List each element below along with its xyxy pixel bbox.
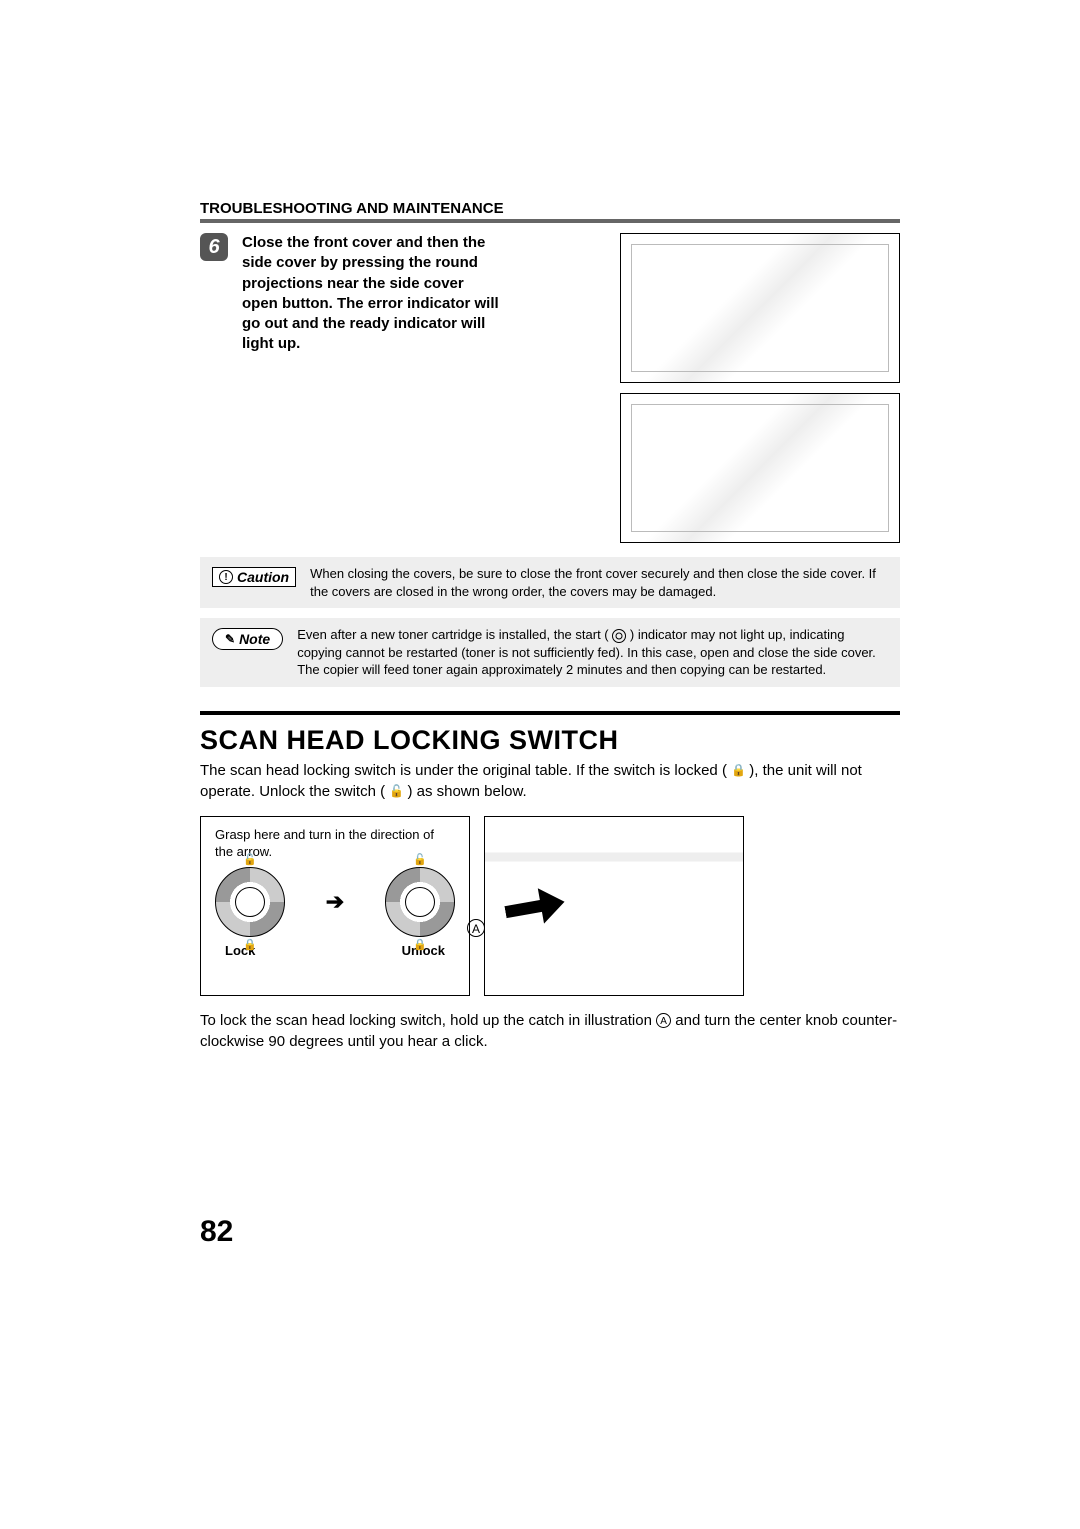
note-callout: ✎ Note Even after a new toner cartridge … [200, 618, 900, 687]
note-body: Even after a new toner cartridge is inst… [297, 626, 888, 679]
knob-lock-wrap: 🔓 🔒 [215, 867, 285, 937]
step-number-badge: 6 [200, 233, 228, 261]
section-intro: The scan head locking switch is under th… [200, 760, 900, 802]
switch-hint-text: Grasp here and turn in the direction of … [215, 827, 455, 861]
note-label-wrap: ✎ Note [212, 626, 283, 679]
switch-labels-row: Lock Unlock [215, 943, 455, 958]
switch-diagram: 🔓 🔒 ➔ 🔓 🔒 A [215, 867, 455, 937]
footer-instruction: To lock the scan head locking switch, ho… [200, 1010, 900, 1052]
knob-unlock-wrap: 🔓 🔒 A [385, 867, 455, 937]
caution-badge: ! Caution [212, 567, 296, 587]
lock-label: Lock [225, 943, 255, 958]
arrow-icon: ➔ [326, 889, 344, 915]
step-instruction-text: Close the front cover and then the side … [242, 233, 502, 543]
section-intro-after: ) as shown below. [407, 783, 526, 800]
unlock-label: Unlock [402, 943, 445, 958]
circle-a-label: A [467, 919, 485, 937]
circle-a-inline-icon: A [656, 1013, 671, 1028]
unlocked-icon: 🔓 [389, 783, 403, 800]
switch-illustration-row: Grasp here and turn in the direction of … [200, 816, 900, 996]
note-badge: ✎ Note [212, 628, 283, 650]
knob-lock [215, 867, 285, 937]
section-intro-before: The scan head locking switch is under th… [200, 762, 727, 779]
caution-label-text: Caution [237, 569, 289, 585]
printer-illustration-front-cover [620, 233, 900, 383]
caution-label-wrap: ! Caution [212, 565, 296, 600]
section-header: TROUBLESHOOTING AND MAINTENANCE [200, 200, 900, 223]
page-number: 82 [200, 1215, 233, 1249]
printer-switch-illustration [484, 816, 744, 996]
note-label-text: Note [239, 631, 270, 647]
knob-unlock [385, 867, 455, 937]
caution-body: When closing the covers, be sure to clos… [310, 565, 888, 600]
switch-knob-box: Grasp here and turn in the direction of … [200, 816, 470, 996]
section-rule [200, 711, 900, 715]
header-title: TROUBLESHOOTING AND MAINTENANCE [200, 200, 900, 217]
caution-callout: ! Caution When closing the covers, be su… [200, 557, 900, 608]
header-rule [200, 219, 900, 223]
start-indicator-icon [612, 629, 626, 643]
illustrations-column [620, 233, 900, 543]
note-body-before: Even after a new toner cartridge is inst… [297, 627, 608, 642]
note-icon: ✎ [225, 632, 235, 646]
document-page: TROUBLESHOOTING AND MAINTENANCE 6 Close … [0, 0, 1080, 1529]
locked-icon: 🔒 [731, 762, 745, 779]
section-title: SCAN HEAD LOCKING SWITCH [200, 725, 900, 756]
printer-illustration-side-cover [620, 393, 900, 543]
step-block: 6 Close the front cover and then the sid… [200, 233, 900, 543]
caution-icon: ! [219, 570, 233, 584]
footer-text-before: To lock the scan head locking switch, ho… [200, 1012, 656, 1029]
